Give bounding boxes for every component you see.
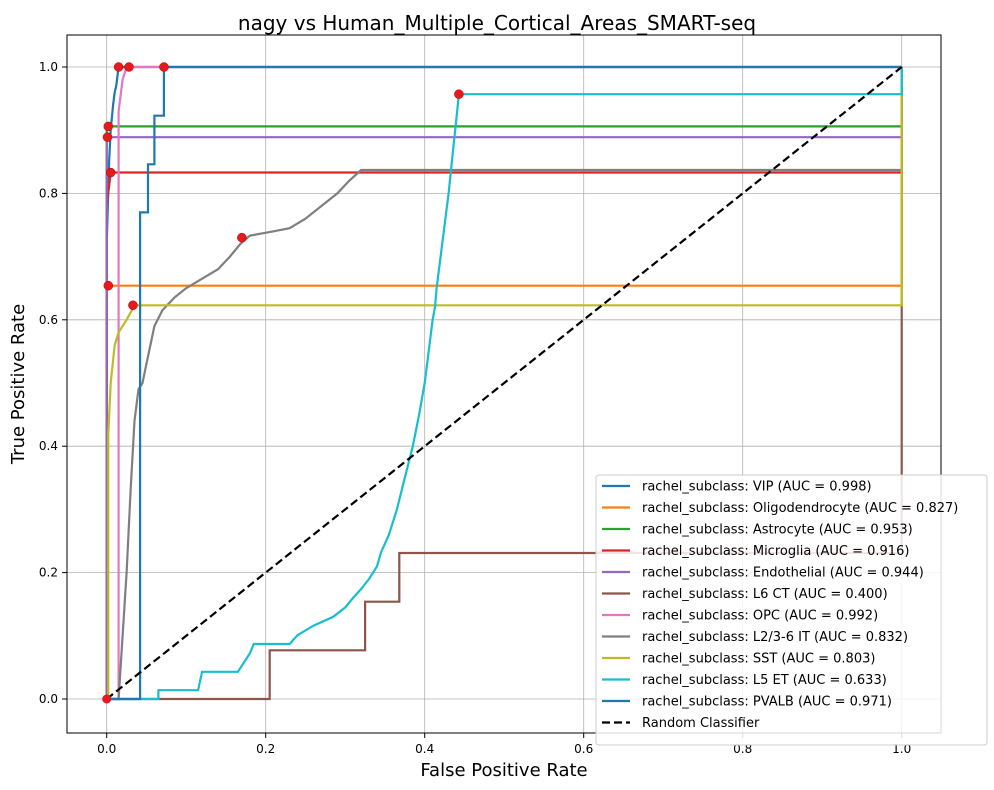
threshold-point-8 — [128, 300, 138, 311]
threshold-point-3 — [105, 167, 116, 178]
x-tick-label: 0.2 — [256, 742, 275, 756]
threshold-point-1 — [103, 280, 114, 291]
plot-frame — [66, 34, 942, 734]
series-line-10 — [106, 65, 902, 701]
y-tick-label: 0.8 — [39, 186, 58, 200]
legend: rachel_subclass: VIP (AUC = 0.998) rachel… — [595, 474, 988, 746]
threshold-point-10 — [159, 62, 169, 72]
y-tick-label: 0.2 — [39, 566, 58, 580]
threshold-point-7 — [237, 232, 247, 243]
legend-entry-6: rachel_subclass: OPC (AUC = 0.992) — [642, 609, 878, 624]
x-axis-label: False Positive Rate — [420, 760, 587, 781]
y-tick-label: 1.0 — [39, 60, 58, 74]
series-group — [102, 62, 903, 704]
threshold-point-2 — [103, 121, 114, 132]
legend-entry-1: rachel_subclass: Oligodendrocyte (AUC = … — [642, 501, 958, 516]
y-tick-label: 0.4 — [39, 439, 58, 453]
x-tick-label: 0.4 — [415, 742, 434, 756]
threshold-point-0 — [113, 62, 124, 72]
threshold-point-9 — [454, 89, 464, 99]
origin-point — [102, 694, 112, 704]
plot-area — [66, 34, 942, 734]
y-axis-label: True Positive Rate — [8, 304, 29, 465]
y-tick-label: 0.0 — [39, 692, 58, 706]
chart-title: nagy vs Human_Multiple_Cortical_Areas_SM… — [238, 11, 756, 35]
series-line-9 — [106, 67, 903, 701]
legend-entry-4: rachel_subclass: Endothelial (AUC = 0.94… — [642, 566, 924, 581]
series-line-5 — [106, 67, 903, 701]
y-tick-label: 0.6 — [39, 313, 58, 327]
legend-entry-5: rachel_subclass: L6 CT (AUC = 0.400) — [642, 587, 888, 602]
axis-ticks: 0.0 0.2 0.4 0.6 0.8 1.00.00.20.40.60.81.0 — [39, 60, 911, 756]
legend-entry-0: rachel_subclass: VIP (AUC = 0.998) — [642, 480, 872, 495]
legend-entry-9: rachel_subclass: L5 ET (AUC = 0.633) — [642, 673, 887, 688]
series-line-7 — [106, 67, 903, 701]
x-tick-label: 0.6 — [574, 742, 593, 756]
series-line-8 — [106, 67, 903, 701]
x-tick-label: 0.0 — [97, 742, 116, 756]
legend-box — [595, 474, 988, 746]
legend-entry-7: rachel_subclass: L2/3-6 IT (AUC = 0.832) — [642, 630, 908, 645]
series-line-11 — [106, 66, 903, 700]
legend-entry-3: rachel_subclass: Microglia (AUC = 0.916) — [642, 544, 909, 559]
threshold-point-6 — [124, 62, 134, 72]
legend-entry-8: rachel_subclass: SST (AUC = 0.803) — [642, 652, 875, 667]
legend-entry-2: rachel_subclass: Astrocyte (AUC = 0.953) — [642, 523, 913, 538]
legend-entry-11: Random Classifier — [642, 716, 760, 731]
legend-entry-10: rachel_subclass: PVALB (AUC = 0.971) — [642, 695, 892, 710]
threshold-point-4 — [102, 132, 113, 142]
